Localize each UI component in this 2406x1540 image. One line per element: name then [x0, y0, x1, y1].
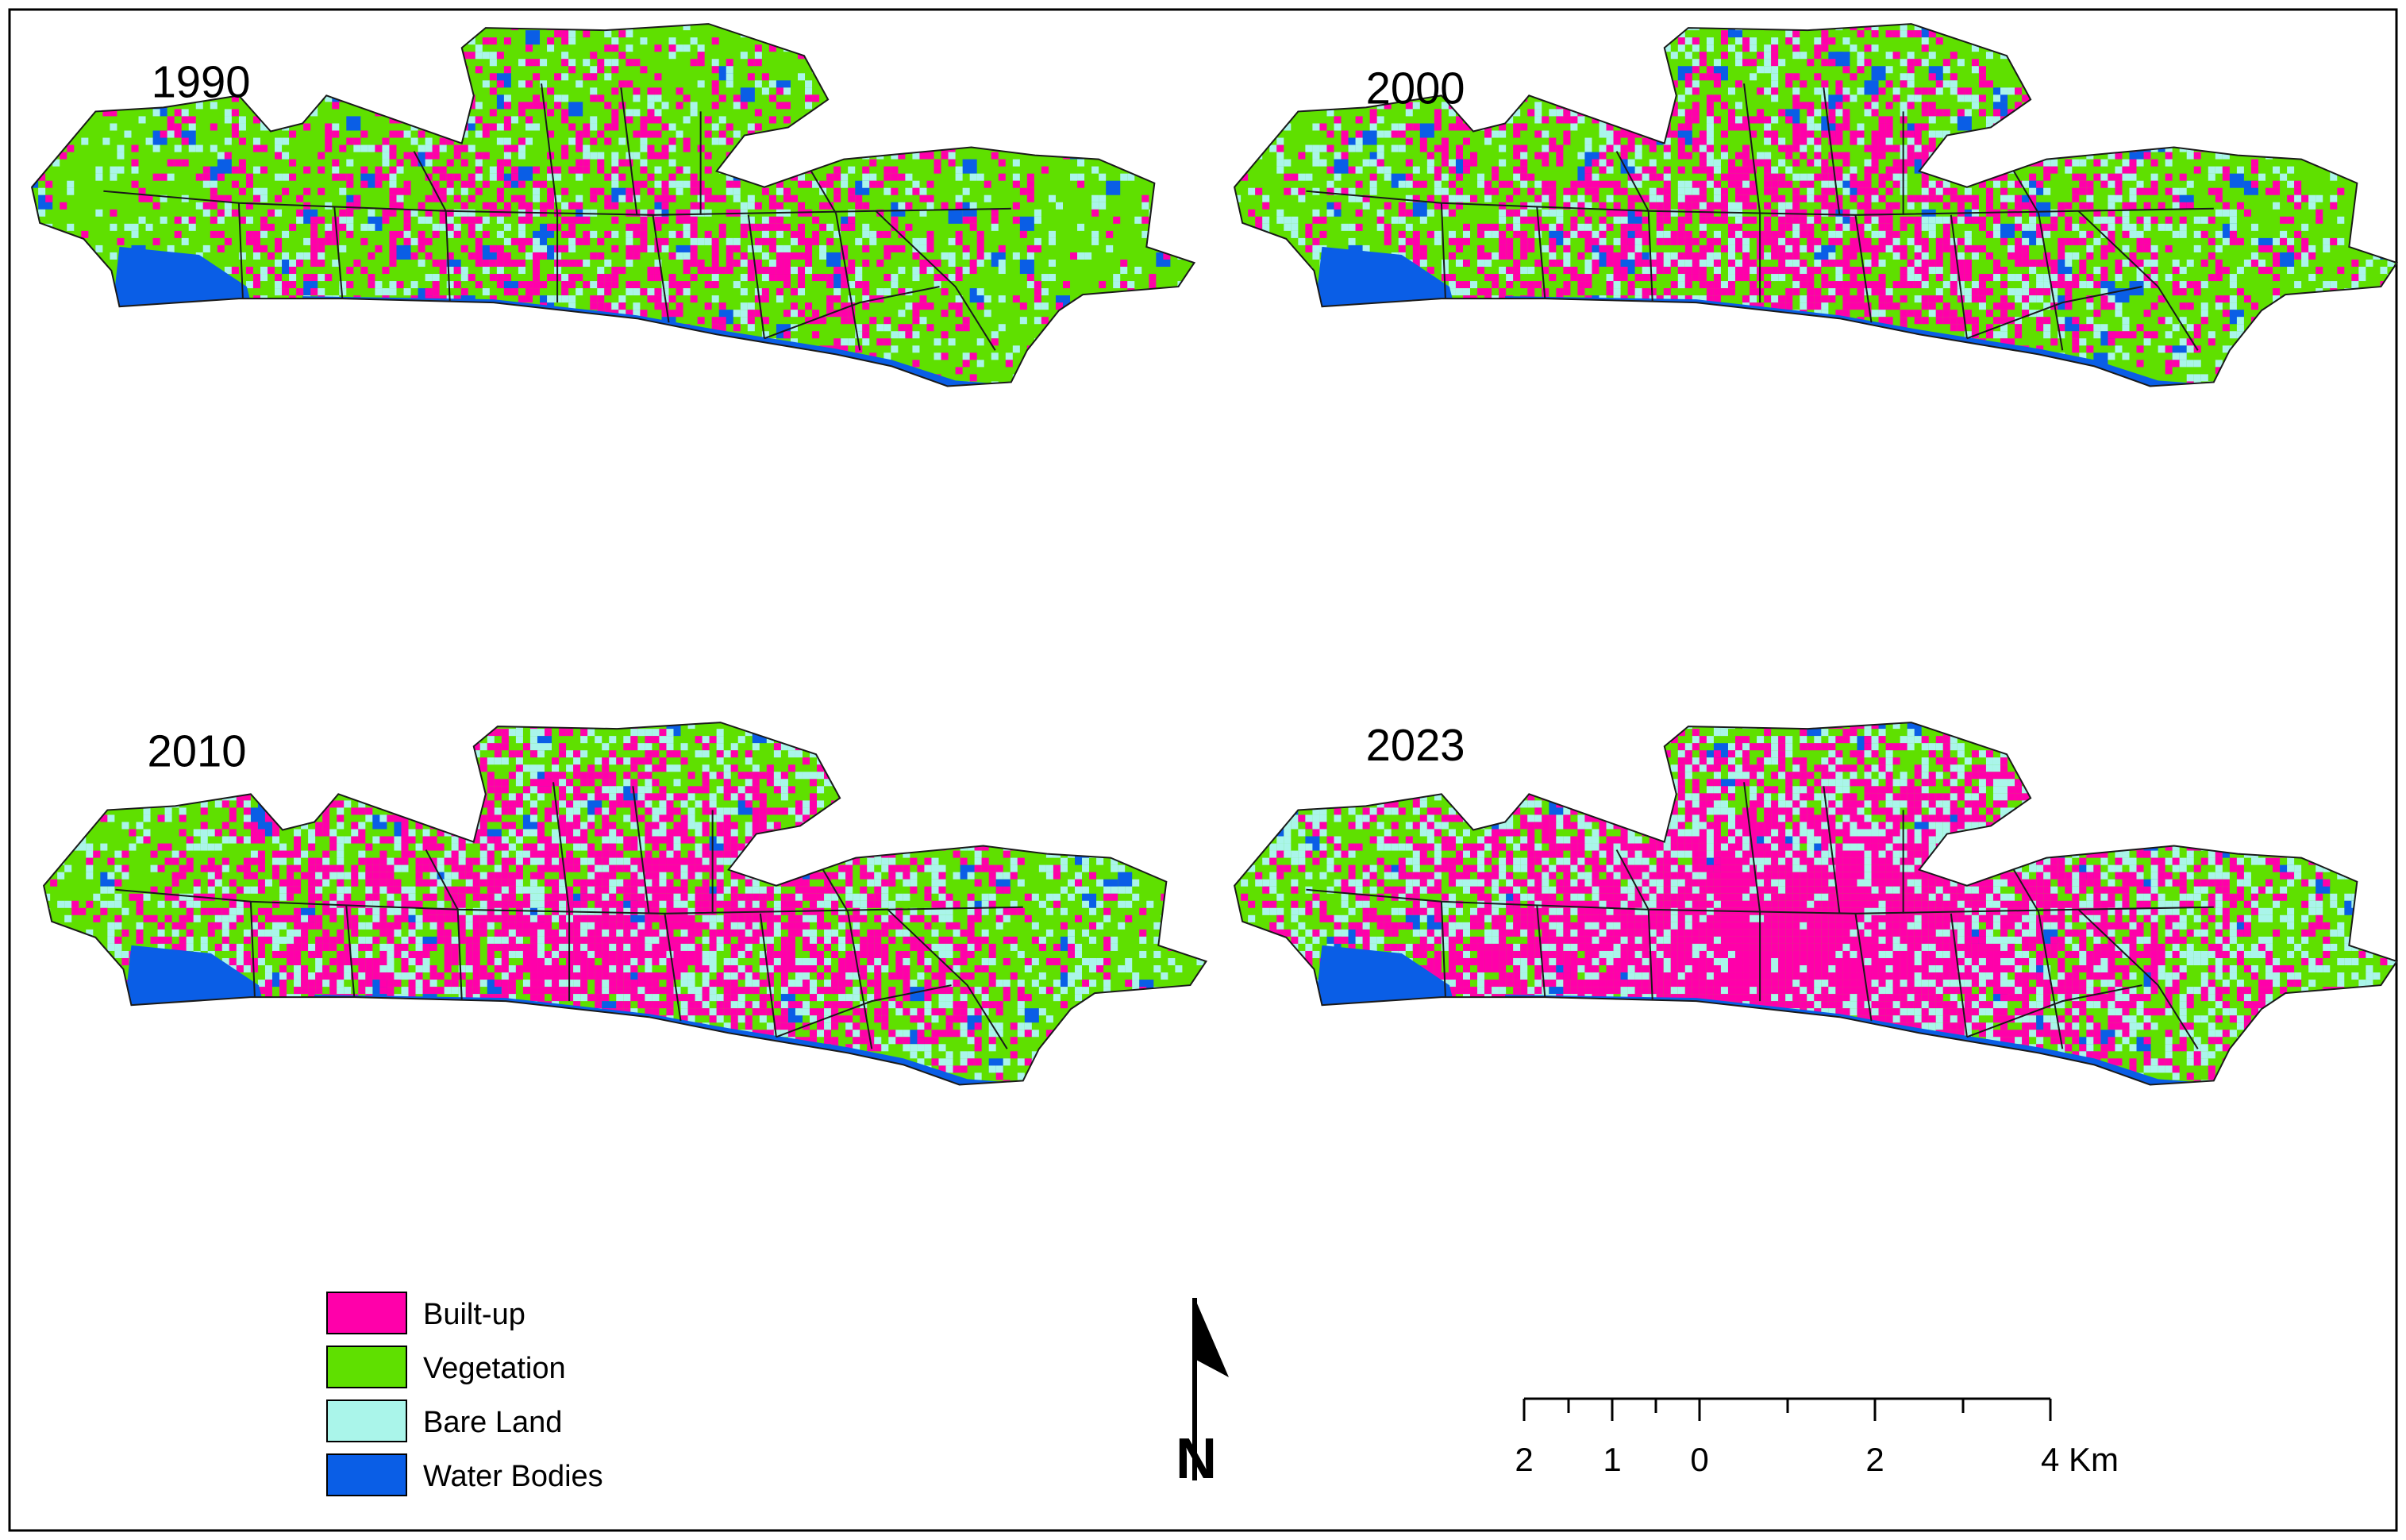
ward-boundary-line [1306, 888, 2214, 914]
ward-boundary-line [835, 213, 861, 351]
ward-boundary-line [759, 913, 777, 1038]
ward-boundary-line [875, 210, 996, 351]
legend-swatch [326, 1292, 407, 1334]
ward-boundary-line [747, 214, 765, 339]
legend: Built-up Vegetation Bare Land Water Bodi… [326, 1292, 603, 1496]
ward-boundary-line [1823, 786, 1841, 914]
legend-label: Water Bodies [423, 1460, 603, 1493]
ward-boundary-line [103, 190, 1011, 216]
ward-boundary-line [847, 911, 873, 1049]
ward-boundary-line [1440, 202, 1446, 299]
ward-boundary-line [541, 83, 559, 214]
ward-boundary-line [413, 151, 447, 212]
ward-boundary-line [1950, 214, 1968, 339]
ward-boundary-line [1743, 83, 1761, 214]
map-panel-1990: 1990 [31, 23, 1195, 387]
land-cover-raster [1234, 24, 2397, 387]
ward-boundary-line [445, 210, 451, 302]
panel-year-label: 2023 [1366, 720, 1465, 770]
ward-boundary-line [345, 905, 356, 998]
north-arrow: N [1176, 1298, 1229, 1491]
ward-boundary-line [425, 849, 459, 911]
ward-boundaries [31, 23, 1195, 387]
ward-boundary-line [1536, 206, 1546, 299]
ward-boundary-line [620, 87, 638, 215]
scale-tick-label: 1 [1603, 1441, 1621, 1478]
ward-boundary-line [1854, 214, 1873, 323]
legend-item-built-up: Built-up [326, 1292, 525, 1334]
scale-bar: 2 1 0 2 4 Km [1515, 1397, 2119, 1478]
legend-swatch [326, 1346, 407, 1388]
legend-item-bare-land: Bare Land [326, 1399, 562, 1442]
ward-boundary-line [456, 909, 463, 1000]
panel-year-label: 2010 [148, 726, 247, 776]
ward-boundary-line [632, 786, 650, 914]
ward-boundary-line [237, 202, 244, 299]
map-panel-2010: 2010 [43, 722, 1207, 1086]
panel-year-label: 1990 [152, 56, 251, 106]
north-arrow-label: N [1176, 1427, 1217, 1491]
ward-boundary-line [1823, 87, 1841, 215]
ward-boundary-line [1743, 782, 1761, 912]
scale-tick-label: 0 [1690, 1441, 1708, 1478]
scale-tick-label: 2 [1865, 1441, 1884, 1478]
ward-boundary-line [776, 984, 952, 1038]
ward-boundary-line [1647, 210, 1653, 302]
ward-boundary-line [1440, 901, 1446, 998]
ward-boundary-line [249, 901, 256, 998]
ward-boundary-line [1615, 849, 1650, 911]
ward-boundary-line [333, 206, 344, 299]
ward-boundary-line [115, 888, 1023, 914]
ward-boundaries [1234, 722, 2398, 1086]
map-panel-2000: 2000 [1234, 23, 2398, 387]
ward-boundary-line [1950, 913, 1968, 1038]
ward-boundary-line [1854, 913, 1873, 1022]
ward-boundary-line [2038, 911, 2064, 1049]
legend-item-vegetation: Vegetation [326, 1346, 566, 1388]
ward-boundary-line [652, 214, 670, 323]
ward-boundaries [43, 722, 1207, 1086]
ward-boundary-line [1615, 151, 1650, 212]
ward-boundary-line [1306, 190, 2214, 216]
ward-boundary-line [664, 913, 682, 1022]
legend-item-water-bodies: Water Bodies [326, 1453, 603, 1496]
legend-label: Built-up [423, 1298, 525, 1331]
ward-boundaries [1234, 23, 2398, 387]
ward-boundary-line [1536, 905, 1546, 998]
ward-boundary-line [2077, 909, 2199, 1049]
north-arrow-head [1195, 1298, 1229, 1377]
figure-border [8, 8, 2398, 1532]
ward-boundary-line [2038, 213, 2064, 351]
ward-boundary-line [887, 909, 1008, 1049]
ward-boundary-line [764, 286, 940, 340]
ward-boundary-line [1647, 909, 1653, 1000]
legend-swatch [326, 1453, 407, 1496]
legend-label: Bare Land [423, 1406, 562, 1439]
ward-boundary-line [2077, 210, 2199, 351]
scale-tick-label: 4 Km [2041, 1441, 2119, 1478]
legend-label: Vegetation [423, 1352, 566, 1385]
ward-boundary-line [1966, 984, 2142, 1038]
panel-year-label: 2000 [1366, 63, 1465, 113]
ward-boundary-line [552, 782, 571, 912]
legend-swatch [326, 1399, 407, 1442]
map-panel-2023: 2023 [1234, 720, 2398, 1086]
scale-tick-label: 2 [1515, 1441, 1533, 1478]
ward-boundary-line [1966, 286, 2142, 340]
